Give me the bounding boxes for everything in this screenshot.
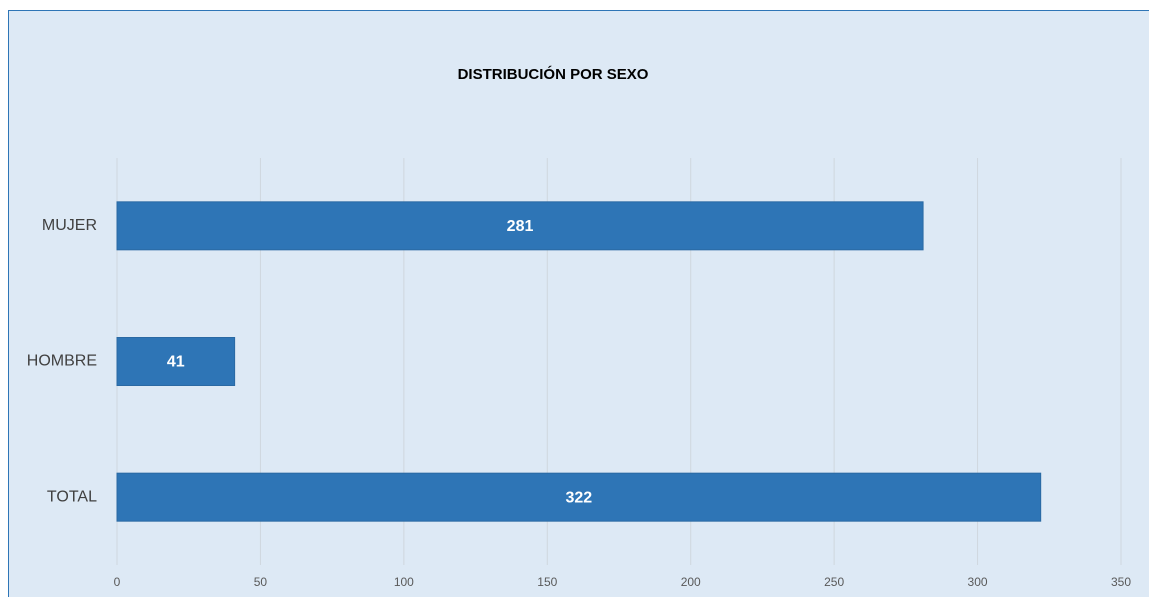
x-tick-label: 0 bbox=[114, 575, 121, 589]
y-tick-label: MUJER bbox=[42, 217, 97, 234]
x-tick-label: 50 bbox=[254, 575, 268, 589]
y-tick-label: HOMBRE bbox=[27, 353, 97, 370]
x-tick-label: 150 bbox=[537, 575, 557, 589]
chart-title: DISTRIBUCIÓN POR SEXO bbox=[458, 65, 649, 83]
x-tick-label: 100 bbox=[394, 575, 414, 589]
x-tick-label: 350 bbox=[1111, 575, 1131, 589]
x-tick-label: 300 bbox=[968, 575, 988, 589]
bar bbox=[116, 472, 1042, 522]
y-tick-label: TOTAL bbox=[47, 488, 97, 505]
data-label: 41 bbox=[167, 354, 185, 371]
data-label: 281 bbox=[507, 218, 534, 235]
x-tick-label: 200 bbox=[681, 575, 701, 589]
data-label: 322 bbox=[565, 489, 592, 506]
bar bbox=[116, 337, 236, 386]
bar bbox=[116, 201, 924, 251]
x-tick-label: 250 bbox=[824, 575, 844, 589]
